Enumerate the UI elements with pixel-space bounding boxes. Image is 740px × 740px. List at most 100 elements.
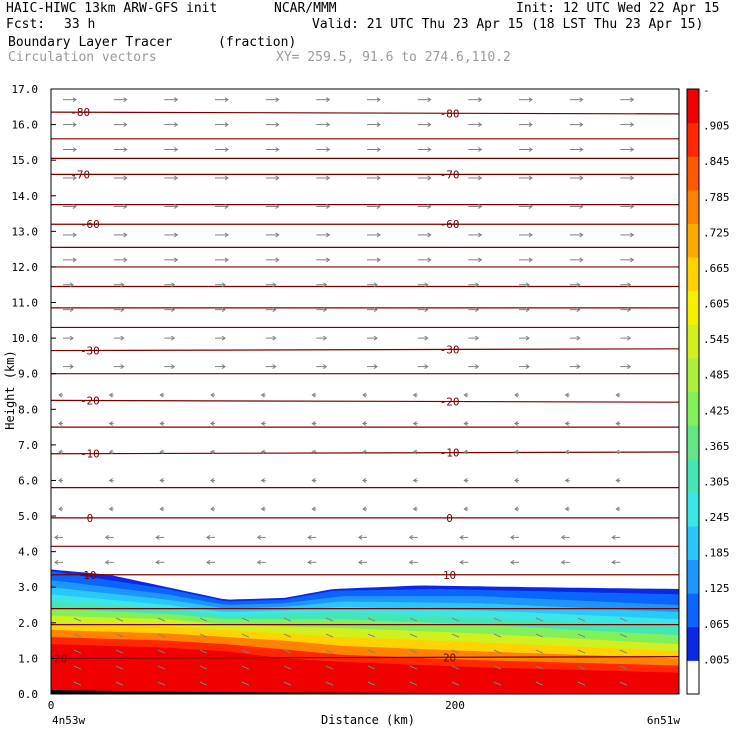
wind-vector-head — [123, 257, 128, 263]
wind-vector-head — [427, 147, 432, 152]
isotherm-label: 10 — [83, 569, 96, 582]
wind-vector-head — [627, 335, 632, 341]
wind-vector-head — [159, 506, 164, 512]
colorbar-label: .125 — [703, 582, 730, 595]
wind-vector-head — [376, 232, 381, 238]
wind-vector-head — [210, 449, 215, 455]
isotherm-label: -10 — [440, 447, 460, 460]
wind-vector-head — [475, 282, 480, 288]
wind-vector — [577, 617, 586, 622]
wind-vector-head — [373, 335, 378, 341]
wind-vector-head — [424, 282, 429, 288]
wind-vector-head — [576, 307, 581, 313]
x-right-endpoint: 6n51w — [647, 714, 680, 727]
isotherm-label: -30 — [80, 344, 100, 357]
y-tick-label: 11.0 — [12, 297, 39, 310]
wind-vector-head — [256, 559, 261, 565]
wind-vector — [367, 665, 376, 670]
wind-vector — [73, 649, 82, 654]
wind-vector — [451, 681, 460, 686]
wind-vector-head — [69, 364, 74, 370]
wind-vector — [199, 681, 208, 686]
wind-vector-head — [174, 257, 179, 263]
wind-vector-head — [478, 122, 483, 128]
wind-vector-head — [630, 232, 635, 238]
wind-vector — [619, 617, 628, 622]
wind-vector-head — [478, 232, 483, 238]
field-name: Boundary Layer Tracer — [8, 35, 173, 50]
wind-vector-head — [510, 534, 515, 540]
wind-vector-head — [206, 559, 211, 565]
wind-vector-head — [412, 449, 417, 455]
wind-vector-head — [463, 392, 468, 398]
wind-vector-head — [427, 257, 432, 263]
isotherm-label: -60 — [80, 218, 100, 231]
wind-vector-head — [427, 232, 432, 238]
wind-vector-head — [478, 204, 483, 209]
wind-vector-head — [224, 97, 229, 103]
wind-vector-head — [311, 449, 316, 455]
wind-vector-head — [272, 364, 277, 370]
wind-vector-head — [72, 175, 77, 181]
wind-vector-head — [58, 421, 63, 426]
wind-vector-head — [123, 204, 128, 209]
wind-vector-head — [424, 335, 429, 341]
colorbar-label: .245 — [703, 511, 730, 524]
wind-vector-head — [630, 257, 635, 263]
wind-vector-head — [159, 421, 164, 426]
wind-vector-head — [358, 534, 363, 540]
wind-vector-head — [463, 421, 468, 426]
wind-vector-head — [58, 478, 63, 483]
isotherm-label: -70 — [440, 168, 460, 181]
wind-vector-head — [307, 534, 312, 540]
colorbar-label: .905 — [703, 120, 730, 133]
wind-vector-head — [171, 282, 176, 288]
wind-vector-head — [376, 97, 381, 103]
wind-vector-head — [615, 506, 620, 512]
wind-vector — [157, 681, 166, 686]
wind-vector — [577, 681, 586, 686]
wind-vector-head — [528, 257, 533, 263]
wind-vector-head — [326, 175, 331, 181]
wind-vector-head — [275, 147, 280, 152]
y-tick-label: 7.0 — [18, 439, 38, 452]
wind-vector-head — [376, 147, 381, 152]
wind-vector-head — [376, 122, 381, 128]
colorbar-swatch — [687, 525, 699, 561]
y-tick-label: 17.0 — [12, 83, 39, 96]
wind-vector-head — [564, 478, 569, 483]
wind-vector-head — [120, 282, 125, 288]
wind-vector — [619, 681, 628, 686]
y-tick-label: 4.0 — [18, 546, 38, 559]
wind-vector-head — [275, 97, 280, 103]
colorbar-label: .545 — [703, 333, 730, 346]
wind-vector-head — [171, 364, 176, 370]
wind-vector-head — [424, 307, 429, 313]
wind-vector-head — [72, 257, 77, 263]
wind-vector-head — [408, 559, 413, 565]
wind-vector-head — [362, 506, 367, 512]
colorbar-swatch — [687, 492, 699, 527]
colorbar-swatch — [687, 626, 699, 661]
wind-vector-head — [459, 534, 464, 540]
wind-vector-head — [275, 257, 280, 263]
colorbar-swatch — [687, 425, 699, 460]
wind-vector-head — [525, 335, 530, 341]
cross-section-coords: XY= 259.5, 91.6 to 274.6,110.2 — [276, 50, 511, 65]
colorbar-label: .605 — [703, 298, 730, 311]
wind-vector — [535, 633, 544, 638]
wind-vector-head — [412, 506, 417, 512]
wind-vector — [535, 649, 544, 654]
wind-vector-head — [528, 122, 533, 128]
wind-vector — [535, 665, 544, 670]
wind-vector — [325, 649, 334, 654]
wind-vector-head — [412, 478, 417, 483]
plot-frame — [50, 88, 680, 695]
colorbar-label: .725 — [703, 226, 730, 239]
wind-vector-head — [210, 392, 215, 398]
wind-vector-head — [69, 335, 74, 341]
wind-vector-head — [224, 232, 229, 238]
wind-vector-head — [528, 175, 533, 181]
wind-vector — [115, 633, 124, 638]
wind-vector — [241, 649, 250, 654]
